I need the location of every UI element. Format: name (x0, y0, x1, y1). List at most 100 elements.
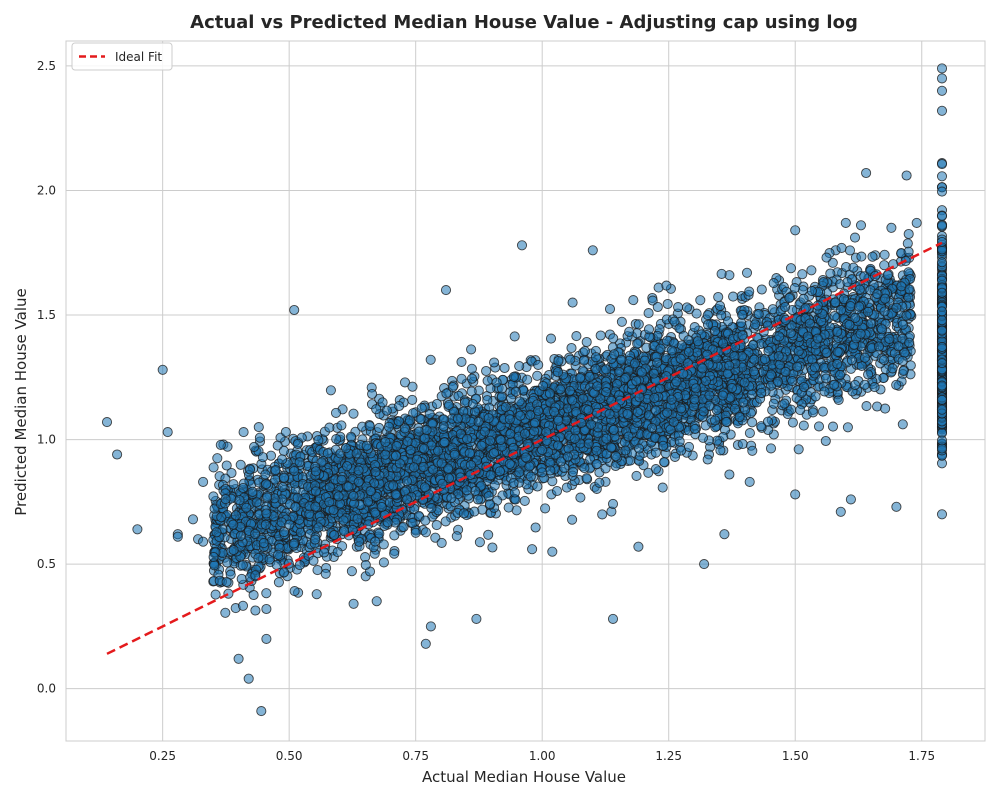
data-point (235, 459, 246, 470)
data-point (880, 293, 891, 304)
data-point (251, 497, 262, 508)
data-point (904, 337, 915, 348)
data-point (835, 369, 846, 380)
data-point (747, 445, 758, 456)
data-point (237, 560, 248, 571)
data-point (230, 510, 241, 521)
data-point (893, 341, 904, 352)
data-point (891, 302, 902, 313)
data-point (436, 537, 447, 548)
data-point (832, 326, 843, 337)
data-point (849, 379, 861, 390)
data-point (719, 529, 730, 540)
data-point (253, 552, 264, 564)
data-point (527, 544, 538, 555)
data-point (631, 470, 642, 481)
data-point (849, 232, 861, 243)
data-point (879, 306, 890, 317)
data-point (378, 557, 389, 568)
data-point (859, 352, 870, 363)
data-point (844, 245, 856, 256)
data-point (398, 521, 409, 533)
data-point (290, 501, 301, 513)
data-point (292, 438, 303, 449)
data-point (579, 346, 590, 357)
data-point (724, 469, 735, 480)
data-point (897, 419, 908, 430)
data-point (220, 494, 231, 505)
data-point (277, 454, 288, 465)
data-point (716, 310, 727, 321)
data-point (330, 407, 342, 418)
data-point (903, 292, 914, 303)
data-point (662, 298, 673, 310)
data-point (220, 607, 231, 618)
data-point (289, 304, 300, 316)
data-point (676, 445, 687, 456)
data-point (748, 340, 759, 351)
data-point (234, 495, 245, 506)
data-point (702, 454, 713, 465)
data-point (215, 439, 226, 450)
data-point (208, 462, 219, 473)
data-point (835, 305, 847, 316)
data-point (404, 415, 415, 426)
data-point (487, 542, 498, 553)
data-point (807, 407, 819, 418)
data-point (766, 369, 777, 380)
data-point (804, 318, 815, 329)
data-point (425, 621, 436, 632)
data-point (331, 434, 342, 445)
data-point (566, 342, 577, 354)
data-point (863, 369, 874, 380)
data-point (312, 565, 323, 576)
data-point (882, 270, 893, 281)
data-point (780, 302, 791, 313)
data-point (288, 538, 299, 549)
data-point (840, 217, 851, 228)
data-point (540, 503, 551, 514)
data-point (238, 427, 249, 438)
data-point (522, 374, 533, 385)
data-point (253, 422, 264, 433)
data-point (284, 519, 295, 530)
data-point (208, 491, 219, 502)
data-point (228, 479, 239, 490)
data-point (878, 354, 890, 366)
data-point (789, 283, 800, 294)
data-point (902, 238, 913, 249)
data-point (763, 345, 774, 357)
data-point (471, 613, 482, 624)
data-point (210, 589, 221, 600)
data-point (702, 319, 714, 330)
data-point (855, 220, 867, 231)
data-point (271, 559, 282, 570)
data-point (399, 377, 411, 388)
data-point (625, 455, 636, 466)
data-point (774, 331, 785, 342)
data-point (785, 263, 797, 274)
data-point (289, 586, 300, 597)
data-point (443, 399, 454, 411)
data-point (734, 411, 745, 423)
data-point (861, 401, 872, 412)
data-point (481, 365, 492, 377)
data-point (737, 438, 748, 450)
data-point (821, 347, 832, 358)
data-point (456, 373, 467, 384)
data-point (389, 530, 400, 541)
data-point (489, 357, 500, 368)
data-point (749, 354, 760, 365)
data-point (806, 286, 817, 297)
data-point (765, 443, 777, 454)
data-point (643, 467, 654, 478)
data-point (768, 398, 779, 409)
data-point (256, 706, 267, 717)
data-point (216, 512, 227, 523)
data-point (836, 242, 847, 253)
data-point (699, 559, 710, 570)
data-points (101, 63, 948, 717)
data-point (308, 555, 319, 566)
data-point (829, 379, 840, 390)
data-point (261, 478, 272, 490)
